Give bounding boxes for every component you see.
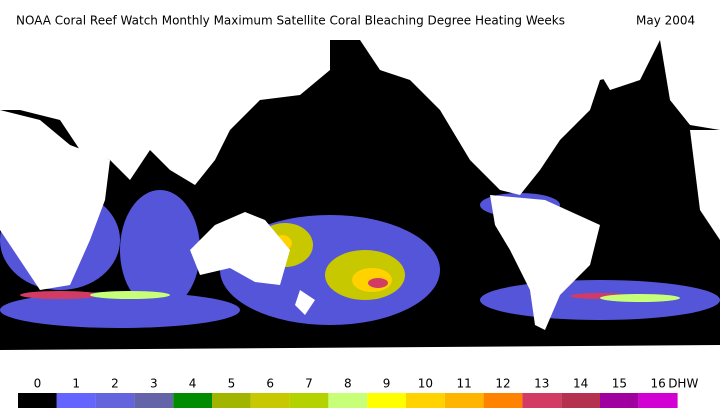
colorbar-swatch [56,393,96,408]
colorbar-label: 12 [495,377,510,391]
colorbar-swatch [95,393,135,408]
colorbar-swatch [328,393,368,408]
colorbar-label: 9 [383,377,391,391]
colorbar-label: 15 [612,377,627,391]
colorbar-label: 10 [418,377,433,391]
colorbar-unit: DHW [668,377,698,391]
colorbar-label: 14 [573,377,588,391]
colorbar-swatch [367,393,406,408]
colorbar-swatch [250,393,290,408]
colorbar-swatch [173,393,212,408]
colorbar-label: 8 [344,377,352,391]
colorbar-label: 2 [111,377,119,391]
colorbar-swatch [18,393,57,408]
colorbar-swatch [561,393,600,408]
colorbar-label: 13 [534,377,549,391]
colorbar-label: 11 [457,377,472,391]
colorbar-swatch [638,393,678,408]
title: NOAA Coral Reef Watch Monthly Maximum Sa… [16,14,565,28]
colorbar-label: 1 [72,377,80,391]
colorbar-swatch [406,393,445,408]
colorbar-label: 7 [305,377,313,391]
colorbar-swatch [289,393,329,408]
colorbar-label: 4 [189,377,197,391]
map [0,40,720,362]
colorbar: 0 1 2 3 4 5 6 7 8 9 10 11 12 13 14 15 16 DHW [18,377,698,408]
colorbar-swatch [212,393,251,408]
colorbar-label: 5 [228,377,236,391]
colorbar-swatch [600,393,639,408]
colorbar-swatch [134,393,174,408]
colorbar-swatch [444,393,484,408]
date: May 2004 [636,14,695,28]
colorbar-label: 6 [266,377,274,391]
colorbar-label: 0 [34,377,42,391]
colorbar-label: 16 [651,377,666,391]
colorbar-swatch [522,393,562,408]
colorbar-label: 3 [150,377,158,391]
colorbar-swatch [483,393,523,408]
